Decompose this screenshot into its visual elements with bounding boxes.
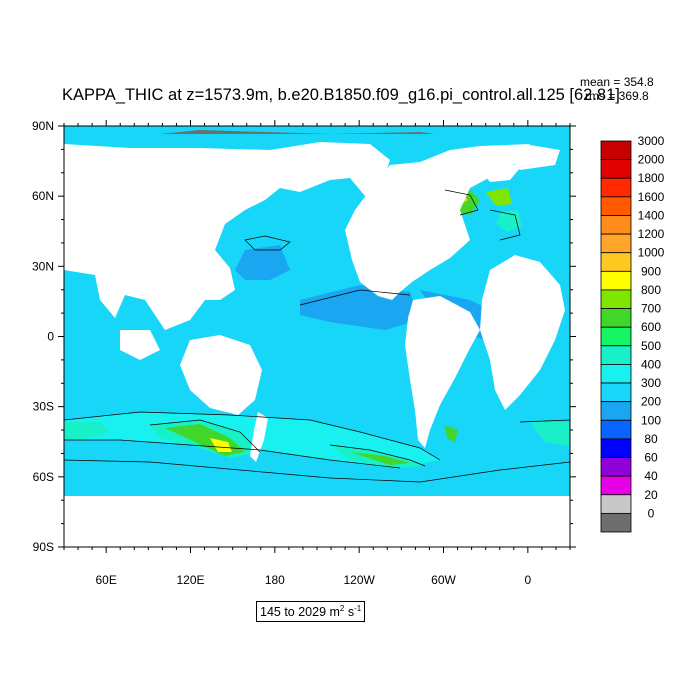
colorbar-swatch [600, 345, 632, 365]
mean-label: mean = 354.8 [580, 75, 654, 89]
acc-band-agulhas [445, 425, 458, 442]
australia [180, 335, 262, 415]
colorbar-label: 500 [641, 339, 661, 353]
north-america [345, 144, 530, 300]
colorbar-swatch [600, 196, 632, 216]
contour-line [519, 419, 570, 423]
lat-label: 90N [32, 119, 54, 133]
lat-label: 60S [33, 470, 54, 484]
south-america [405, 296, 480, 448]
colorbar-swatch [600, 475, 632, 496]
lon-label: 120E [176, 573, 204, 587]
colorbar-swatch [600, 438, 632, 458]
colorbar-label: 600 [641, 320, 661, 334]
acc-band-peak [210, 438, 232, 452]
greenland-south [480, 160, 520, 182]
contour-line [64, 459, 570, 483]
colorbar-label: 900 [641, 264, 661, 278]
contour-line [489, 209, 521, 241]
indonesia [120, 330, 160, 360]
lat-label: 60N [32, 189, 54, 203]
axis-ticks [58, 120, 576, 553]
colorbar-swatch [600, 308, 632, 328]
contour-line [329, 444, 426, 467]
plot-title: KAPPA_THIC at z=1573.9m, b.e20.B1850.f09… [62, 86, 620, 104]
colorbar-swatch [600, 494, 632, 514]
rms-label: rms = 369.8 [585, 89, 649, 103]
contour-line [244, 235, 291, 251]
lon-label: 60W [431, 573, 456, 587]
colorbar-swatch [600, 159, 632, 179]
eurasia [64, 142, 390, 330]
contour-line [149, 419, 261, 453]
colorbar-swatch [600, 512, 632, 533]
colorbar-label: 200 [641, 395, 661, 409]
colorbar-label: 60 [644, 451, 658, 465]
lat-label: 30S [33, 400, 54, 414]
colorbar-swatch [600, 419, 632, 440]
colorbar-label: 1000 [638, 246, 665, 260]
acc-band-south-atlantic-high [350, 452, 410, 465]
colorbar-label: 3000 [638, 134, 665, 148]
colorbar-swatch [600, 140, 632, 161]
colorbar-swatch [600, 457, 632, 477]
colorbar-label: 400 [641, 357, 661, 371]
north-atlantic-high [496, 210, 522, 232]
contour-line [64, 439, 401, 469]
irminger-sea-high [486, 188, 512, 206]
colorbar-swatch [600, 326, 632, 347]
colorbar-label: 80 [644, 432, 658, 446]
map-area [64, 126, 570, 547]
colorbar-label: 800 [641, 283, 661, 297]
acc-band-indian-east [530, 422, 570, 446]
colorbar-label: 40 [644, 469, 658, 483]
arctic-ocean [64, 126, 570, 144]
latitude-labels: 90N 60N 30N 0 30S 60S 90S [32, 119, 54, 554]
colorbar-swatch [600, 401, 632, 421]
colorbar-label: 1400 [638, 208, 665, 222]
colorbar-swatch [600, 252, 632, 272]
lat-label: 90S [33, 540, 54, 554]
contour-line [64, 411, 441, 461]
lon-label: 60E [95, 573, 116, 587]
colorbar-swatch [600, 215, 632, 235]
colorbar-swatch [600, 364, 632, 384]
contour-lines [64, 189, 570, 483]
colorbar-label: 20 [644, 488, 658, 502]
colorbar-label: 0 [648, 506, 655, 520]
lon-label: 180 [265, 573, 285, 587]
lat-label: 30N [32, 259, 54, 273]
colorbar-swatch [600, 233, 632, 254]
ocean-region-west-pacific [235, 245, 290, 280]
colorbar: 3000200018001600140012001000900800700600… [600, 134, 665, 533]
colorbar-swatch [600, 270, 632, 291]
range-label: 145 to 2029 m2 s-1 [256, 601, 366, 622]
lon-label: 120W [343, 573, 375, 587]
acc-band-indian [64, 422, 110, 440]
colorbar-label: 1600 [638, 190, 665, 204]
antarctica [64, 496, 570, 547]
contour-line [299, 289, 411, 306]
statistics: mean = 354.8 rms = 369.8 [580, 75, 654, 103]
colorbar-label: 1200 [638, 227, 665, 241]
africa [480, 255, 565, 410]
contour-line [444, 189, 479, 216]
greenland [500, 145, 560, 170]
colorbar-label: 2000 [638, 153, 665, 167]
colorbar-swatch [600, 289, 632, 309]
lat-label: 0 [47, 330, 54, 344]
colorbar-label: 700 [641, 302, 661, 316]
colorbar-label: 1800 [638, 171, 665, 185]
colorbar-swatch [600, 382, 632, 403]
lon-label: 0 [524, 573, 531, 587]
land [64, 142, 570, 547]
longitude-labels: 60E 120E 180 120W 60W 0 [95, 573, 531, 587]
colorbar-label: 300 [641, 376, 661, 390]
colorbar-swatch [600, 177, 632, 198]
colorbar-label: 100 [641, 413, 661, 427]
